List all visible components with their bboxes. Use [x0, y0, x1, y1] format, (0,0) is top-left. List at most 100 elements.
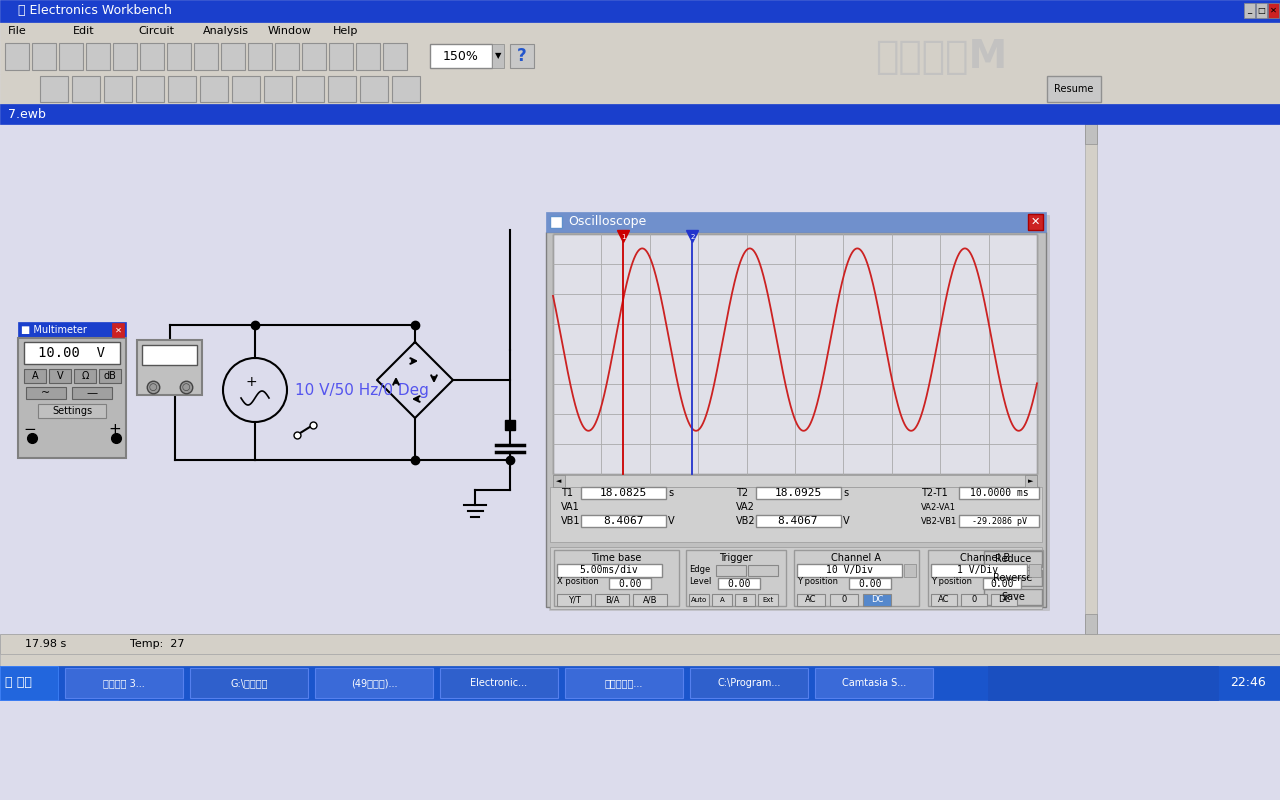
Text: Oscilloscope: Oscilloscope: [568, 215, 646, 229]
Text: 7.ewb: 7.ewb: [8, 107, 46, 121]
Text: Auto: Auto: [691, 597, 707, 603]
Text: 5.00ms/div: 5.00ms/div: [580, 565, 639, 575]
Text: 0.00: 0.00: [859, 579, 882, 589]
Bar: [392, 76, 420, 102]
Bar: [1244, 3, 1254, 18]
Bar: [1256, 3, 1267, 18]
Text: ◄: ◄: [557, 478, 562, 484]
Bar: [581, 515, 666, 527]
Bar: [961, 594, 987, 606]
Bar: [984, 551, 1042, 567]
Bar: [686, 550, 786, 606]
Bar: [595, 594, 628, 606]
Text: AC: AC: [938, 595, 950, 605]
Bar: [1085, 124, 1097, 634]
Bar: [49, 369, 70, 383]
Bar: [248, 43, 273, 70]
Text: 10 V/Div: 10 V/Div: [826, 565, 873, 575]
Text: Time base: Time base: [591, 553, 641, 563]
Bar: [690, 668, 808, 698]
Bar: [0, 666, 58, 700]
Bar: [72, 76, 100, 102]
Bar: [5, 43, 29, 70]
Text: 150%: 150%: [443, 50, 479, 62]
Bar: [1029, 564, 1041, 577]
Bar: [553, 475, 564, 487]
Text: VB1: VB1: [561, 516, 581, 526]
Text: 0.00: 0.00: [991, 579, 1014, 589]
Text: 0.00: 0.00: [727, 579, 751, 589]
Text: Save: Save: [1001, 592, 1025, 602]
Text: ○: ○: [148, 382, 157, 392]
Text: ►: ►: [1028, 478, 1034, 484]
Bar: [315, 668, 433, 698]
Bar: [0, 634, 1280, 654]
Text: Edit: Edit: [73, 26, 95, 36]
Bar: [550, 547, 1042, 609]
Bar: [32, 43, 56, 70]
Text: 1: 1: [621, 234, 626, 240]
Bar: [689, 594, 709, 606]
Bar: [550, 487, 1042, 542]
Text: DC: DC: [870, 595, 883, 605]
Text: 屏幕录像专...: 屏幕录像专...: [605, 678, 643, 688]
Text: Reduce: Reduce: [995, 554, 1032, 564]
Text: G:\仿真实验: G:\仿真实验: [230, 678, 268, 688]
Bar: [166, 43, 191, 70]
Text: 22:46: 22:46: [1230, 677, 1266, 690]
Bar: [492, 44, 504, 68]
Bar: [718, 578, 760, 589]
Text: +: +: [108, 422, 120, 438]
Bar: [549, 215, 1050, 610]
Bar: [509, 44, 534, 68]
Bar: [189, 668, 308, 698]
Bar: [221, 43, 244, 70]
Bar: [984, 589, 1042, 605]
Bar: [712, 594, 732, 606]
Bar: [142, 345, 197, 365]
Bar: [38, 404, 106, 418]
Text: _: _: [1247, 6, 1251, 14]
Text: File: File: [8, 26, 27, 36]
Text: V: V: [668, 516, 675, 526]
Text: Circuit: Circuit: [138, 26, 174, 36]
Bar: [1085, 614, 1097, 634]
Text: (49封未读)...: (49封未读)...: [351, 678, 397, 688]
Bar: [296, 76, 324, 102]
Bar: [18, 338, 125, 458]
Text: Resume: Resume: [1055, 84, 1093, 94]
Bar: [0, 22, 1280, 40]
Bar: [547, 212, 1046, 232]
Bar: [0, 0, 1280, 22]
Bar: [0, 40, 1280, 74]
Text: ✕: ✕: [1270, 6, 1276, 14]
Text: VA2: VA2: [736, 502, 755, 512]
Bar: [581, 487, 666, 499]
Text: V: V: [56, 371, 63, 381]
Text: −: −: [23, 422, 36, 438]
Bar: [65, 668, 183, 698]
Bar: [1047, 76, 1101, 102]
Text: 🔴 Electronics Workbench: 🔴 Electronics Workbench: [18, 5, 172, 18]
Bar: [200, 76, 228, 102]
Text: V: V: [844, 516, 850, 526]
Text: 18.0925: 18.0925: [774, 488, 822, 498]
Text: Level: Level: [689, 578, 712, 586]
Text: Analysis: Analysis: [204, 26, 250, 36]
Bar: [609, 578, 652, 589]
Bar: [756, 487, 841, 499]
Bar: [991, 594, 1018, 606]
Bar: [557, 564, 662, 577]
Text: ~: ~: [41, 388, 51, 398]
Bar: [959, 487, 1039, 499]
Text: Ω: Ω: [82, 371, 88, 381]
Text: 10.0000 ms: 10.0000 ms: [970, 488, 1028, 498]
Bar: [815, 668, 933, 698]
Text: s: s: [844, 488, 849, 498]
Text: ?: ?: [517, 47, 527, 65]
Text: Channel A: Channel A: [831, 553, 881, 563]
Text: 8.4067: 8.4067: [778, 516, 818, 526]
Text: VA2-VA1: VA2-VA1: [922, 502, 956, 511]
Text: Ext: Ext: [763, 597, 773, 603]
Bar: [553, 475, 1037, 487]
